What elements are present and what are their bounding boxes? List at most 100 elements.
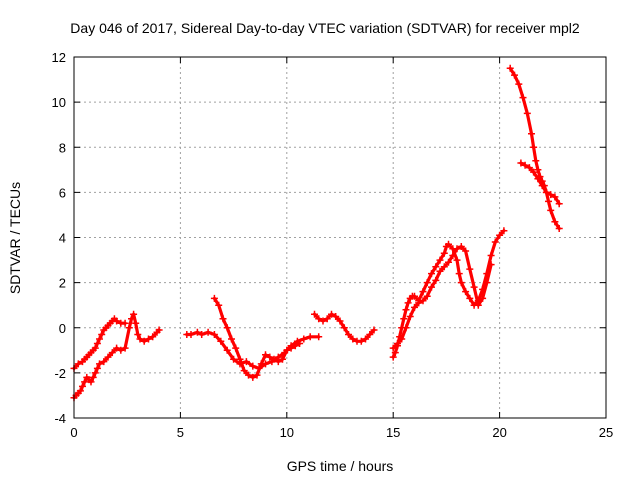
data-point [449, 252, 457, 259]
data-point [519, 94, 527, 102]
data-point [249, 362, 257, 370]
data-point [74, 360, 82, 368]
series-9 [517, 159, 563, 208]
data-point [266, 353, 274, 361]
data-point [232, 344, 240, 352]
data-point [93, 364, 101, 372]
x-tick-label: 20 [492, 425, 506, 440]
data-point [113, 317, 121, 325]
y-tick-label: 6 [59, 185, 66, 200]
data-point [411, 292, 418, 300]
data-point [436, 256, 444, 264]
series-1 [70, 315, 129, 372]
data-point [296, 340, 304, 347]
data-point [404, 299, 412, 307]
data-point [455, 270, 463, 278]
data-point [242, 358, 250, 366]
y-axis-label: SDTVAR / TECUs [7, 182, 23, 294]
data-point [436, 267, 444, 275]
data-point [98, 331, 106, 338]
data-point [389, 353, 397, 361]
data-point [366, 331, 374, 338]
data-point [542, 188, 550, 196]
data-point [228, 335, 235, 343]
data-point [555, 225, 563, 232]
data-point [236, 355, 244, 363]
data-point [193, 328, 201, 336]
data-point [140, 337, 148, 345]
data-point [210, 331, 218, 338]
data-point [457, 279, 465, 287]
data-point [257, 360, 265, 368]
data-point [345, 331, 352, 338]
data-point [551, 193, 559, 201]
data-point [128, 315, 135, 323]
data-point [530, 143, 538, 151]
x-tick-label: 15 [386, 425, 400, 440]
data-point [517, 159, 525, 167]
data-point [270, 355, 278, 363]
data-point [136, 335, 144, 343]
y-tick-label: 4 [59, 231, 66, 246]
data-point [323, 315, 331, 323]
data-point [532, 157, 540, 165]
y-tick-label: -4 [54, 411, 66, 426]
series-layer [70, 64, 563, 402]
data-point [357, 337, 365, 345]
data-point [419, 297, 427, 305]
series-3 [183, 328, 323, 372]
data-point [428, 283, 435, 291]
data-point [545, 197, 552, 205]
data-point [400, 315, 408, 323]
data-point [93, 340, 101, 347]
data-point [483, 279, 491, 287]
data-point [96, 335, 103, 343]
data-point [538, 182, 546, 190]
ticks: 0 5 10 15 20 25 -4 -2 0 2 4 6 8 10 12 [52, 50, 614, 440]
series-4 [210, 294, 304, 381]
data-point [145, 335, 152, 343]
data-point [287, 344, 295, 352]
data-point [487, 261, 495, 269]
data-point [155, 326, 163, 334]
data-point [525, 164, 533, 172]
series-trace [519, 161, 561, 206]
data-point [100, 358, 108, 366]
data-point [240, 367, 248, 375]
data-point [96, 360, 103, 368]
data-point [336, 317, 344, 325]
data-point [534, 175, 542, 183]
y-tick-label: -2 [54, 366, 66, 381]
data-point [117, 346, 125, 354]
data-point [428, 270, 435, 278]
data-point [108, 349, 116, 357]
data-point [474, 301, 482, 309]
data-point [104, 353, 112, 361]
data-point [332, 313, 340, 320]
data-point [470, 283, 478, 291]
data-point [215, 301, 223, 309]
data-point [491, 238, 499, 246]
data-point [87, 378, 95, 386]
data-point [130, 310, 138, 318]
grid [74, 57, 606, 418]
series-5 [311, 310, 378, 345]
data-point [487, 252, 495, 259]
data-point [262, 351, 269, 359]
data-point [440, 249, 448, 257]
data-point [457, 243, 465, 250]
data-point [523, 109, 531, 117]
data-point [402, 306, 410, 314]
data-point [230, 355, 238, 363]
data-point [440, 263, 448, 271]
data-point [515, 80, 523, 88]
y-tick-label: 12 [52, 50, 66, 65]
data-point [453, 245, 461, 253]
data-point [300, 335, 308, 343]
data-point [311, 310, 318, 318]
data-point [530, 168, 538, 176]
data-point [125, 324, 133, 332]
data-point [121, 344, 129, 352]
data-point [432, 276, 440, 284]
